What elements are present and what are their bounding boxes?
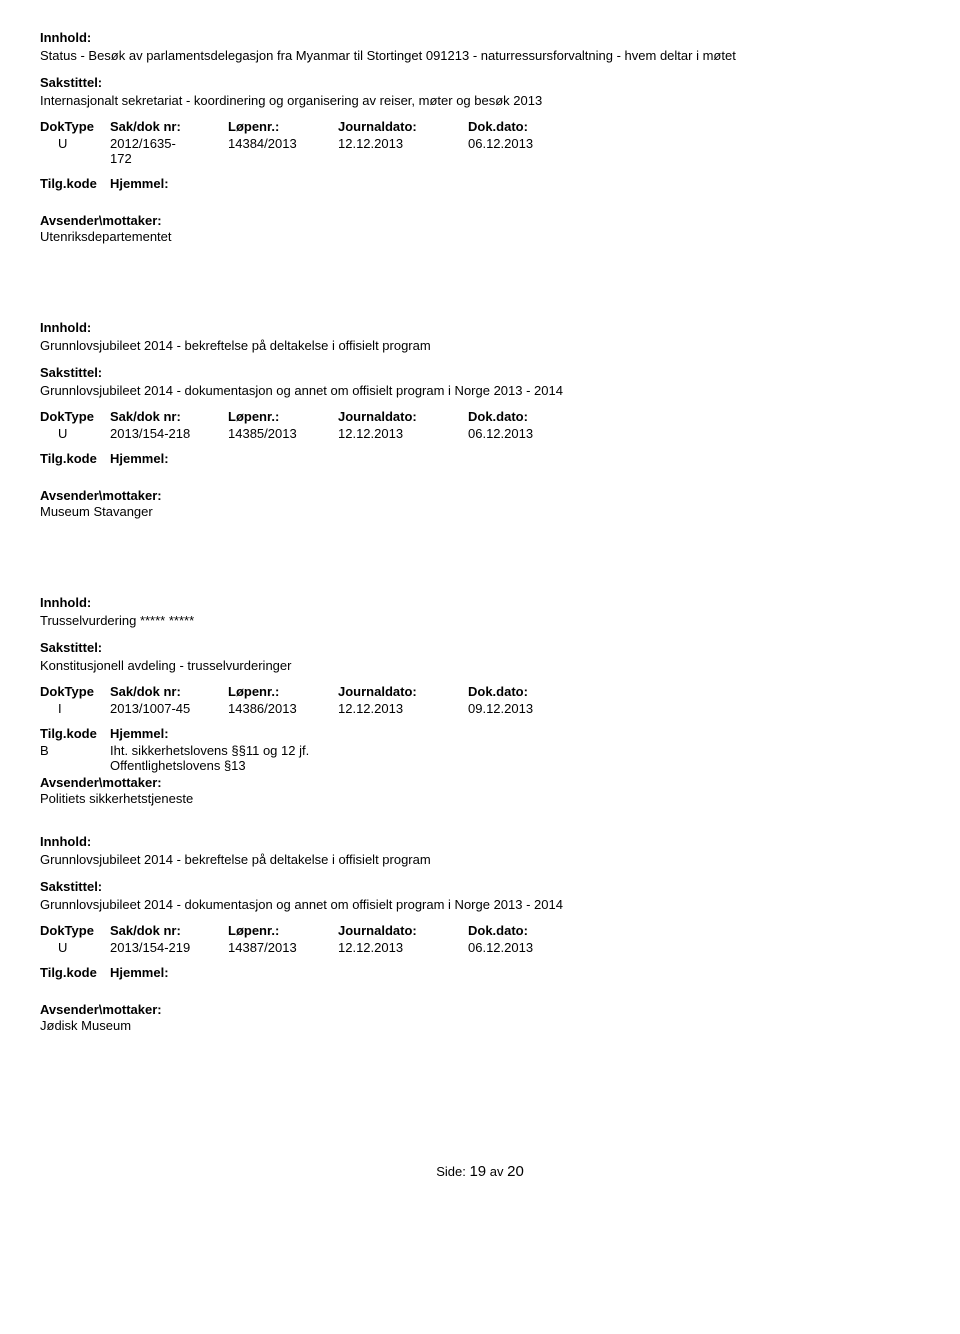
saknr-value: 2013/1007-45 [110, 701, 228, 716]
saknr-header: Sak/dok nr: [110, 684, 228, 699]
hjemmel-header-row: Tilg.kode Hjemmel: [40, 451, 920, 466]
tilgkode-label: Tilg.kode [40, 176, 110, 191]
journaldato-header: Journaldato: [338, 684, 468, 699]
dokdato-header: Dok.dato: [468, 119, 588, 134]
journal-record: Innhold: Grunnlovsjubileet 2014 - bekref… [40, 834, 920, 1033]
saknr-header: Sak/dok nr: [110, 409, 228, 424]
lopenr-header: Løpenr.: [228, 409, 338, 424]
saknr-value: 2012/1635-172 [110, 136, 228, 166]
dokdato-value: 09.12.2013 [468, 701, 588, 716]
lopenr-header: Løpenr.: [228, 684, 338, 699]
tilgkode-label: Tilg.kode [40, 965, 110, 980]
journaldato-value: 12.12.2013 [338, 701, 468, 716]
journal-record: Innhold: Grunnlovsjubileet 2014 - bekref… [40, 320, 920, 519]
hjemmel-header-row: Tilg.kode Hjemmel: [40, 965, 920, 980]
record-table-row: U 2013/154-219 14387/2013 12.12.2013 06.… [40, 940, 920, 955]
dokdato-header: Dok.dato: [468, 684, 588, 699]
record-table-header: DokType Sak/dok nr: Løpenr.: Journaldato… [40, 684, 920, 699]
doktype-header: DokType [40, 409, 110, 424]
innhold-text: Trusselvurdering ***** ***** [40, 612, 920, 630]
avsender-value: Utenriksdepartementet [40, 229, 920, 244]
journaldato-value: 12.12.2013 [338, 940, 468, 955]
doktype-value: I [40, 701, 110, 716]
footer-page-number: 19 [469, 1163, 486, 1180]
sakstittel-label: Sakstittel: [40, 365, 920, 380]
hjemmel-label: Hjemmel: [110, 176, 920, 191]
hjemmel-label: Hjemmel: [110, 451, 920, 466]
dokdato-header: Dok.dato: [468, 409, 588, 424]
doktype-header: DokType [40, 684, 110, 699]
innhold-label: Innhold: [40, 320, 920, 335]
saknr-value: 2013/154-218 [110, 426, 228, 441]
sakstittel-label: Sakstittel: [40, 640, 920, 655]
sakstittel-text: Konstitusjonell avdeling - trusselvurder… [40, 657, 920, 675]
avsender-label: Avsender\mottaker: [40, 1002, 920, 1017]
hjemmel-header-row: Tilg.kode Hjemmel: [40, 726, 920, 741]
dokdato-value: 06.12.2013 [468, 426, 588, 441]
doktype-value: U [40, 940, 110, 955]
lopenr-value: 14386/2013 [228, 701, 338, 716]
doktype-header: DokType [40, 119, 110, 134]
record-separator [40, 272, 920, 310]
dokdato-value: 06.12.2013 [468, 940, 588, 955]
record-table-row: I 2013/1007-45 14386/2013 12.12.2013 09.… [40, 701, 920, 716]
lopenr-header: Løpenr.: [228, 923, 338, 938]
journaldato-header: Journaldato: [338, 923, 468, 938]
footer-total-pages: 20 [507, 1163, 524, 1180]
hjemmel-label: Hjemmel: [110, 726, 920, 741]
doktype-value: U [40, 136, 110, 166]
hjemmel-code: B [40, 743, 110, 773]
lopenr-header: Løpenr.: [228, 119, 338, 134]
avsender-value: Jødisk Museum [40, 1018, 920, 1033]
record-table-row: U 2013/154-218 14385/2013 12.12.2013 06.… [40, 426, 920, 441]
journaldato-header: Journaldato: [338, 409, 468, 424]
avsender-value: Politiets sikkerhetstjeneste [40, 791, 920, 806]
footer-of-label: av [490, 1164, 504, 1179]
hjemmel-label: Hjemmel: [110, 965, 920, 980]
doktype-header: DokType [40, 923, 110, 938]
record-separator [40, 547, 920, 585]
sakstittel-text: Grunnlovsjubileet 2014 - dokumentasjon o… [40, 382, 920, 400]
avsender-label: Avsender\mottaker: [40, 213, 920, 228]
avsender-label: Avsender\mottaker: [40, 775, 920, 790]
hjemmel-text: Iht. sikkerhetslovens §§11 og 12 jf.Offe… [110, 743, 920, 773]
footer-side-label: Side: [436, 1164, 466, 1179]
saknr-value: 2013/154-219 [110, 940, 228, 955]
doktype-value: U [40, 426, 110, 441]
sakstittel-text: Grunnlovsjubileet 2014 - dokumentasjon o… [40, 896, 920, 914]
dokdato-value: 06.12.2013 [468, 136, 588, 166]
record-table-header: DokType Sak/dok nr: Løpenr.: Journaldato… [40, 923, 920, 938]
journal-record: Innhold: Trusselvurdering ***** ***** Sa… [40, 595, 920, 806]
tilgkode-label: Tilg.kode [40, 726, 110, 741]
record-table-row: U 2012/1635-172 14384/2013 12.12.2013 06… [40, 136, 920, 166]
tilgkode-label: Tilg.kode [40, 451, 110, 466]
innhold-text: Grunnlovsjubileet 2014 - bekreftelse på … [40, 337, 920, 355]
hjemmel-header-row: Tilg.kode Hjemmel: [40, 176, 920, 191]
record-table-header: DokType Sak/dok nr: Løpenr.: Journaldato… [40, 409, 920, 424]
innhold-label: Innhold: [40, 595, 920, 610]
innhold-label: Innhold: [40, 834, 920, 849]
journaldato-value: 12.12.2013 [338, 136, 468, 166]
avsender-value: Museum Stavanger [40, 504, 920, 519]
hjemmel-code-row: B Iht. sikkerhetslovens §§11 og 12 jf.Of… [40, 743, 920, 773]
lopenr-value: 14387/2013 [228, 940, 338, 955]
journaldato-header: Journaldato: [338, 119, 468, 134]
journal-record: Innhold: Status - Besøk av parlamentsdel… [40, 30, 920, 244]
innhold-text: Status - Besøk av parlamentsdelegasjon f… [40, 47, 920, 65]
innhold-text: Grunnlovsjubileet 2014 - bekreftelse på … [40, 851, 920, 869]
avsender-label: Avsender\mottaker: [40, 488, 920, 503]
journaldato-value: 12.12.2013 [338, 426, 468, 441]
saknr-header: Sak/dok nr: [110, 923, 228, 938]
sakstittel-label: Sakstittel: [40, 75, 920, 90]
page-footer: Side: 19 av 20 [40, 1163, 920, 1180]
sakstittel-text: Internasjonalt sekretariat - koordinerin… [40, 92, 920, 110]
sakstittel-label: Sakstittel: [40, 879, 920, 894]
record-table-header: DokType Sak/dok nr: Løpenr.: Journaldato… [40, 119, 920, 134]
lopenr-value: 14385/2013 [228, 426, 338, 441]
innhold-label: Innhold: [40, 30, 920, 45]
dokdato-header: Dok.dato: [468, 923, 588, 938]
lopenr-value: 14384/2013 [228, 136, 338, 166]
saknr-header: Sak/dok nr: [110, 119, 228, 134]
